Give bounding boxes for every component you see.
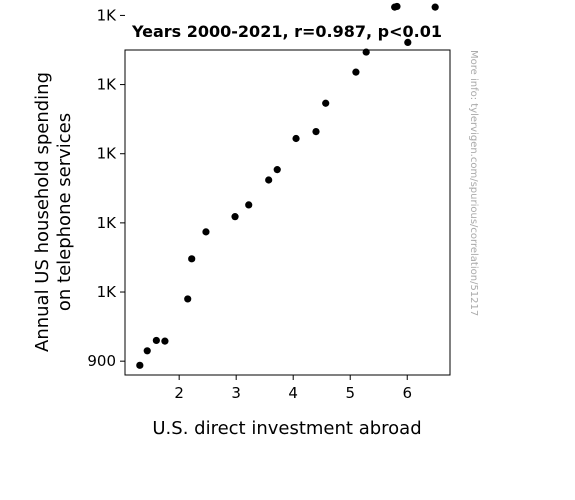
y-axis-label-line-2: on telephone services (54, 113, 75, 311)
y-tick-label: 1K (97, 283, 118, 301)
data-point (393, 2, 401, 11)
data-point (202, 228, 210, 236)
data-point (184, 295, 192, 303)
data-point (322, 99, 330, 107)
data-point (265, 176, 273, 184)
data-point (161, 337, 169, 345)
data-point (292, 134, 300, 143)
watermark-text: More info: tylervigen.com/spurious/corre… (468, 50, 479, 316)
y-tick-label: 900 (87, 352, 116, 370)
chart-title: Years 2000-2021, r=0.987, p<0.01 (131, 22, 442, 41)
y-axis-label: Annual US household spending on telephon… (32, 72, 75, 352)
y-tick-label: 1K (97, 76, 118, 94)
x-tick-label: 3 (231, 384, 241, 402)
y-tick-label: 1K (97, 214, 118, 232)
plot-area: 2 3 4 5 6 900 1K 1K 1K 1K 1K (87, 2, 451, 402)
data-point (143, 347, 151, 355)
y-axis-label-line-1: Annual US household spending (32, 72, 53, 352)
data-point (188, 255, 196, 263)
data-point (431, 3, 439, 11)
data-point (362, 48, 370, 56)
data-point (136, 361, 144, 369)
y-tick-label: 1K (97, 6, 118, 24)
data-point (312, 127, 320, 136)
data-point (231, 213, 239, 221)
x-axis: 2 3 4 5 6 (174, 375, 412, 402)
x-axis-label: U.S. direct investment abroad (152, 418, 421, 439)
x-tick-label: 5 (345, 384, 355, 402)
x-tick-label: 4 (288, 384, 298, 402)
y-axis: 900 1K 1K 1K 1K 1K (87, 6, 125, 370)
data-point (273, 166, 281, 174)
data-point (352, 68, 360, 76)
data-point (404, 38, 412, 46)
y-tick-label: 1K (97, 145, 118, 163)
plot-frame (124, 49, 451, 376)
x-tick-label: 6 (402, 384, 412, 402)
data-point (152, 336, 160, 345)
data-points (136, 2, 439, 369)
x-tick-label: 2 (174, 384, 184, 402)
data-point (245, 201, 253, 209)
